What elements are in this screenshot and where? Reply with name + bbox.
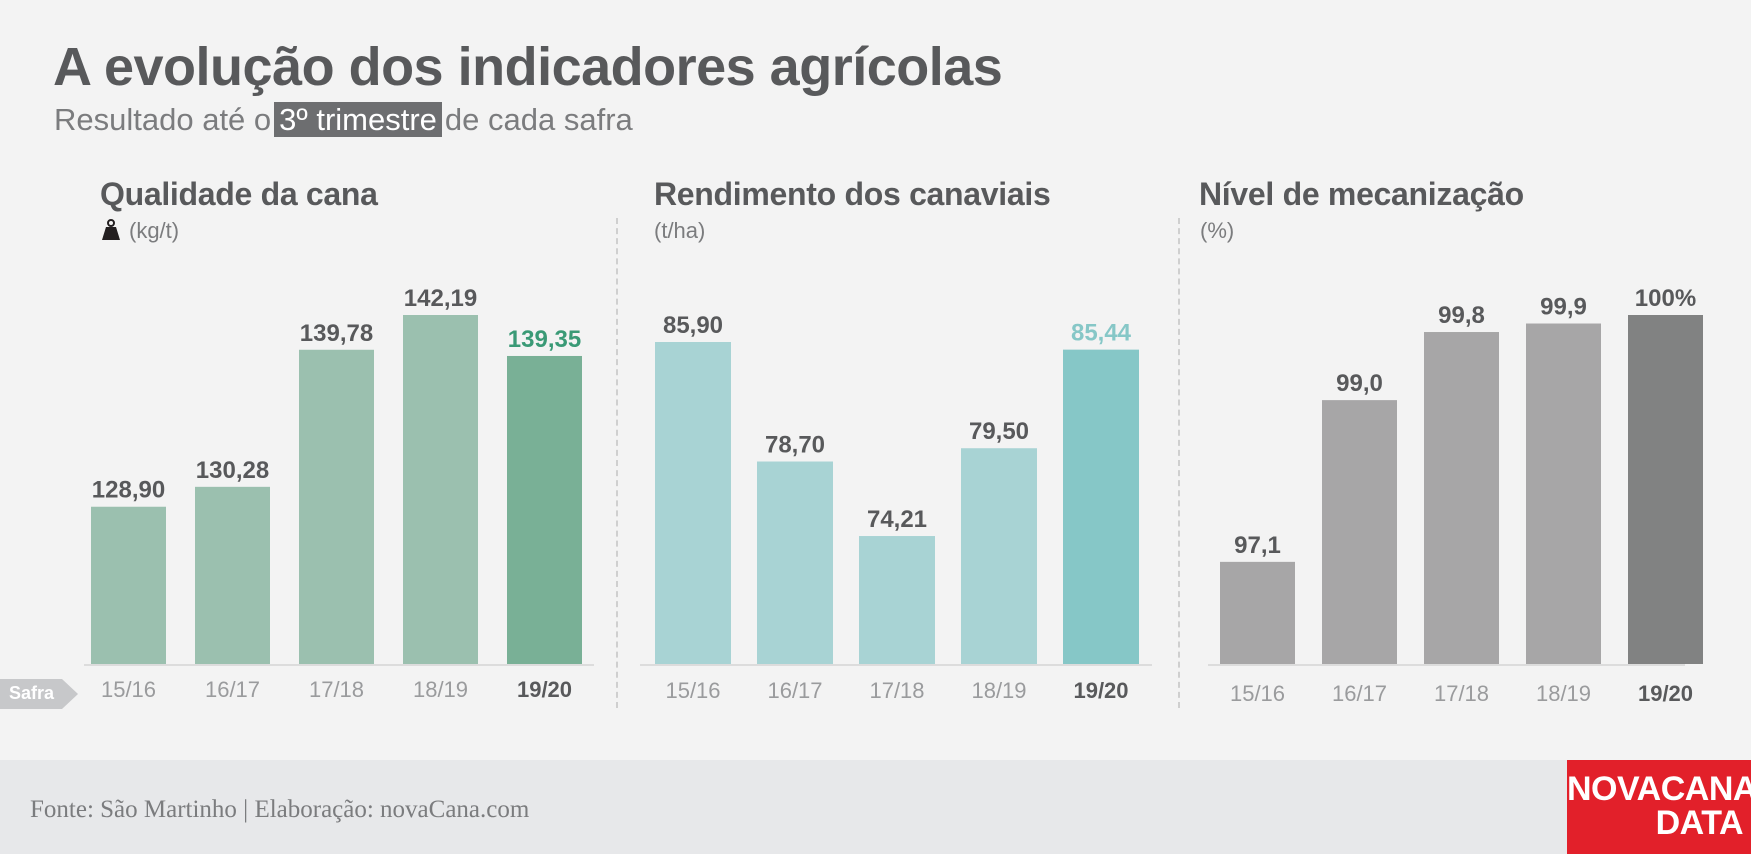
panel-title-rendimento: Rendimento dos canaviais [654, 176, 1051, 212]
panel-unit-mecanizacao: (%) [1200, 218, 1235, 243]
bar-qualidade-0 [91, 506, 166, 664]
page-title: A evolução dos indicadores agrícolas [53, 37, 1003, 97]
data-label-mecanizacao-2: 99,8 [1438, 302, 1485, 329]
bar-charts: 128,90 15/16 130,28 16/17 139,78 17/18 142,19 1… [84, 285, 1703, 706]
logo-line2: DATA [1655, 804, 1744, 842]
tick-label-mecanizacao-2: 17/18 [1434, 681, 1489, 706]
data-label-rendimento-3: 79,50 [969, 418, 1029, 445]
bar-qualidade-1 [195, 486, 270, 664]
bar-rendimento-2 [859, 536, 935, 664]
tick-label-mecanizacao-3: 18/19 [1536, 681, 1591, 706]
data-label-rendimento-0: 85,90 [663, 312, 723, 339]
source-note: Fonte: São Martinho | Elaboração: novaCa… [30, 796, 530, 823]
data-label-mecanizacao-4: 100% [1635, 285, 1696, 312]
bar-mecanizacao-2 [1424, 332, 1499, 664]
tick-label-rendimento-4: 19/20 [1073, 678, 1128, 703]
tick-label-rendimento-2: 17/18 [869, 678, 924, 703]
unit-label-qualidade: (kg/t) [129, 218, 180, 243]
data-label-qualidade-1: 130,28 [196, 457, 269, 484]
bar-mecanizacao-1 [1322, 400, 1397, 664]
weight-icon [102, 219, 120, 240]
bar-rendimento-3 [961, 448, 1037, 664]
data-label-mecanizacao-1: 99,0 [1336, 370, 1383, 397]
panel-title-mecanizacao: Nível de mecanização [1199, 176, 1524, 212]
panel-divider [616, 218, 618, 708]
tick-label-qualidade-0: 15/16 [101, 677, 156, 702]
data-label-qualidade-0: 128,90 [92, 477, 165, 504]
panel-title-qualidade: Qualidade da cana [100, 176, 378, 212]
tick-label-mecanizacao-0: 15/16 [1230, 681, 1285, 706]
data-label-qualidade-4: 139,35 [508, 326, 581, 353]
safra-tag-shape [0, 679, 78, 709]
data-label-qualidade-2: 139,78 [300, 320, 373, 347]
panel-divider [1178, 218, 1180, 708]
data-label-rendimento-2: 74,21 [867, 506, 927, 533]
safra-axis-tag: Safra [9, 683, 55, 703]
data-label-mecanizacao-0: 97,1 [1234, 532, 1281, 559]
bar-rendimento-1 [757, 461, 833, 664]
bar-mecanizacao-0 [1220, 561, 1295, 664]
tick-label-qualidade-3: 18/19 [413, 677, 468, 702]
bar-qualidade-4 [507, 355, 582, 664]
data-label-mecanizacao-3: 99,9 [1540, 294, 1587, 321]
footer-bar [0, 760, 1751, 854]
subtitle-after: de cada safra [444, 102, 633, 137]
logo-line1: NOVACANA [1567, 770, 1751, 808]
data-label-rendimento-4: 85,44 [1071, 320, 1132, 347]
novacana-data-logo: NOVACANA DATA [1567, 760, 1751, 854]
tick-label-qualidade-1: 16/17 [205, 677, 260, 702]
tick-label-mecanizacao-1: 16/17 [1332, 681, 1387, 706]
tick-label-mecanizacao-4: 19/20 [1638, 681, 1693, 706]
tick-label-qualidade-2: 17/18 [309, 677, 364, 702]
tick-label-qualidade-4: 19/20 [517, 677, 572, 702]
tick-label-rendimento-0: 15/16 [665, 678, 720, 703]
bar-qualidade-3 [403, 315, 478, 664]
panel-unit-rendimento: (t/ha) [654, 218, 706, 243]
subtitle-highlight: 3º trimestre [274, 102, 442, 137]
bar-mecanizacao-4 [1628, 315, 1703, 664]
panel-unit-qualidade: (kg/t) [101, 218, 179, 244]
subtitle-before: Resultado até o [54, 102, 272, 137]
data-label-qualidade-3: 142,19 [404, 285, 477, 312]
tick-label-rendimento-3: 18/19 [971, 678, 1026, 703]
tick-label-rendimento-1: 16/17 [767, 678, 822, 703]
data-label-rendimento-1: 78,70 [765, 432, 825, 459]
bar-mecanizacao-3 [1526, 323, 1601, 664]
bar-rendimento-0 [655, 342, 731, 664]
page-subtitle: Resultado até o 3º trimestre de cada safra [54, 102, 633, 138]
bar-rendimento-4 [1063, 349, 1139, 664]
bar-qualidade-2 [299, 349, 374, 664]
